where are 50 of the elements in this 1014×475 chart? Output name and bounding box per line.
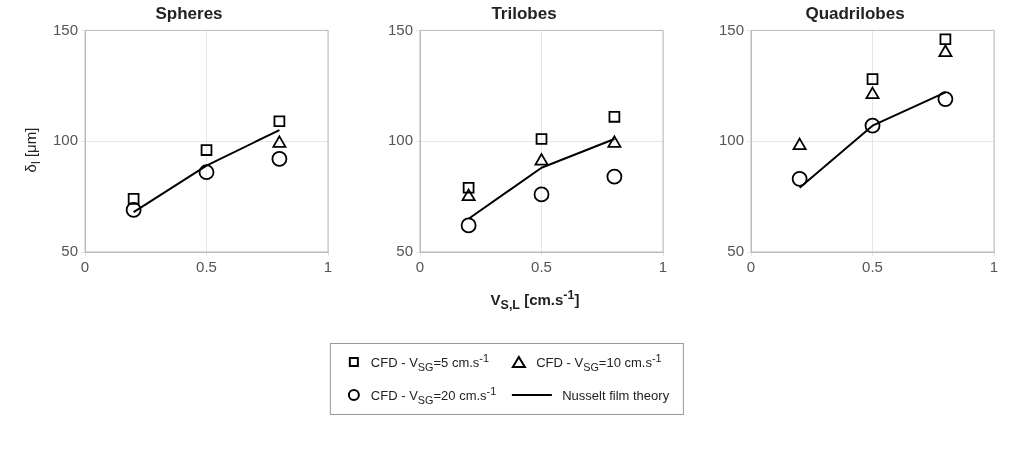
x-axis-title: V$_{S,L}$ [cm.s$^{-1}$] (490, 288, 580, 312)
x-tick-label: 0.5 (531, 258, 552, 276)
x-tick-label: 1 (989, 258, 999, 276)
point (865, 86, 880, 100)
chart-title: Quadrilobes (805, 3, 905, 23)
point (535, 133, 548, 145)
point (606, 168, 623, 185)
point (460, 217, 477, 234)
y-tick-label: 150 (719, 20, 745, 38)
x-tick-label: 1 (323, 258, 333, 276)
point (271, 151, 288, 167)
chart-title: Spheres (155, 3, 223, 23)
point (937, 91, 954, 107)
point (462, 181, 475, 194)
x-tick-label: 0 (80, 258, 90, 276)
point (792, 137, 807, 151)
y-tick-label: 50 (396, 242, 414, 260)
point (607, 135, 622, 148)
point (461, 188, 476, 201)
point (791, 170, 808, 187)
point (608, 110, 621, 123)
point (272, 135, 287, 148)
y-tick-label: 100 (388, 131, 414, 149)
x-tick-label: 0.5 (196, 258, 217, 276)
y-tick-label: 150 (388, 20, 414, 38)
y-tick-label: 100 (719, 131, 745, 149)
point (125, 202, 142, 218)
point (198, 164, 215, 181)
x-tick-label: 0 (746, 258, 756, 276)
y-tick-label: 50 (727, 242, 745, 260)
chart-title: Trilobes (491, 3, 557, 23)
point (864, 117, 881, 134)
point (273, 115, 286, 128)
point (866, 73, 879, 85)
point (200, 144, 213, 156)
point (127, 192, 140, 205)
x-tick-label: 1 (658, 258, 668, 276)
x-tick-label: 0.5 (862, 258, 883, 276)
x-tick-label: 0 (415, 258, 425, 276)
y-tick-label: 50 (61, 242, 79, 260)
point (534, 153, 549, 166)
point (533, 186, 550, 203)
legend-label: CFD - V$_{SG}$=5 cm.s$^{-1}$ (370, 352, 489, 373)
point (939, 33, 952, 46)
point (938, 44, 953, 57)
legend-label: CFD - V$_{SG}$=20 cm.s$^{-1}$ (370, 384, 497, 406)
y-tick-label: 150 (53, 20, 79, 38)
legend-label: CFD - V$_{SG}$=10 cm.s$^{-1}$ (536, 352, 662, 373)
y-tick-label: 100 (53, 131, 79, 149)
legend-label: Nusselt film theory (562, 387, 670, 403)
